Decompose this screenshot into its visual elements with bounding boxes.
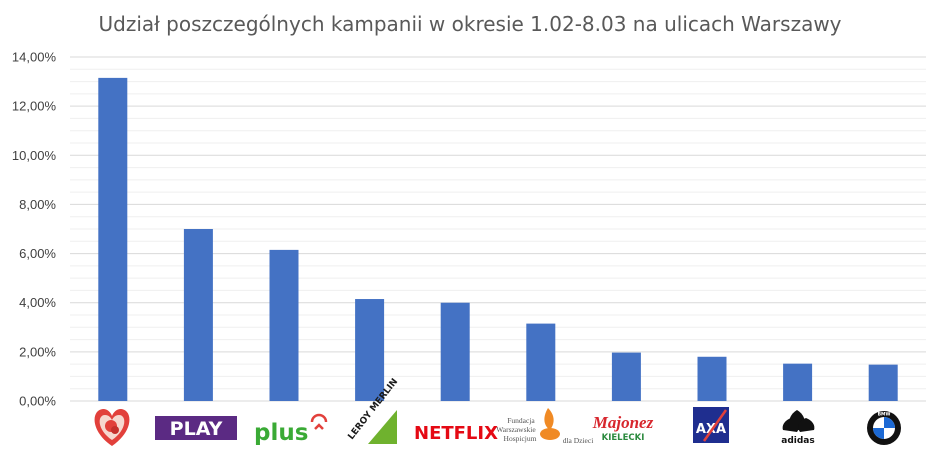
bar-leroy-merlin-logo [355,299,385,401]
bar-play-logo [183,229,213,401]
hospice-foundation-logo: Fundacja Warszawskie Hospicjum dla Dziec… [496,408,593,445]
netflix-logo-text: NETFLIX [414,423,498,444]
plus-logo: plus [254,413,328,446]
bar-netflix-logo [440,302,470,401]
hospice-line-3: Hospicjum [504,434,537,443]
y-tick-label: 8,00% [19,197,56,212]
majonez-kielecki-logo: Majonez KIELECKI [592,413,654,443]
x-axis-logos: PLAY plus LEROY MERLIN NETFLIX Fundacja … [94,377,901,446]
bmw-logo-text: BMW [878,412,891,418]
netflix-logo: NETFLIX [414,423,498,444]
y-tick-label: 6,00% [19,246,56,261]
adidas-logo-text: adidas [781,436,814,446]
play-logo-text: PLAY [170,418,223,440]
play-logo: PLAY [155,416,237,440]
y-axis-ticks: 0,00% 2,00% 4,00% 6,00% 8,00% 10,00% 12,00% 14,… [12,50,57,409]
hospice-line-2: Warszawskie [496,425,536,434]
majonez-logo-line-2: KIELECKI [602,433,645,443]
bar-axa-logo [697,356,727,401]
axa-logo: AXA [693,407,729,443]
majonez-logo-line-1: Majonez [592,413,654,432]
y-tick-label: 4,00% [19,295,56,310]
bar-hospice-foundation-logo [526,323,556,401]
bmw-logo: BMW [867,411,901,445]
hospice-line-1: Fundacja [507,416,535,425]
plus-logo-text: plus [254,420,308,446]
y-tick-label: 2,00% [19,344,56,359]
adidas-logo: adidas [781,410,815,446]
bar-adidas-logo [783,363,813,401]
bar-bmw-logo [868,364,898,401]
bar-majonez-kielecki-logo [611,352,641,401]
bar-plus-logo [269,249,299,401]
y-tick-label: 14,00% [12,50,57,65]
chart-title: Udział poszczególnych kampanii w okresie… [98,12,841,36]
heart-logo-icon [94,409,130,446]
bar-heart-logo [98,77,128,401]
y-tick-label: 12,00% [12,99,57,114]
y-tick-label: 10,00% [12,148,57,163]
bars [98,77,898,401]
hospice-line-4: dla Dzieci [563,436,594,445]
y-tick-label: 0,00% [19,394,56,409]
